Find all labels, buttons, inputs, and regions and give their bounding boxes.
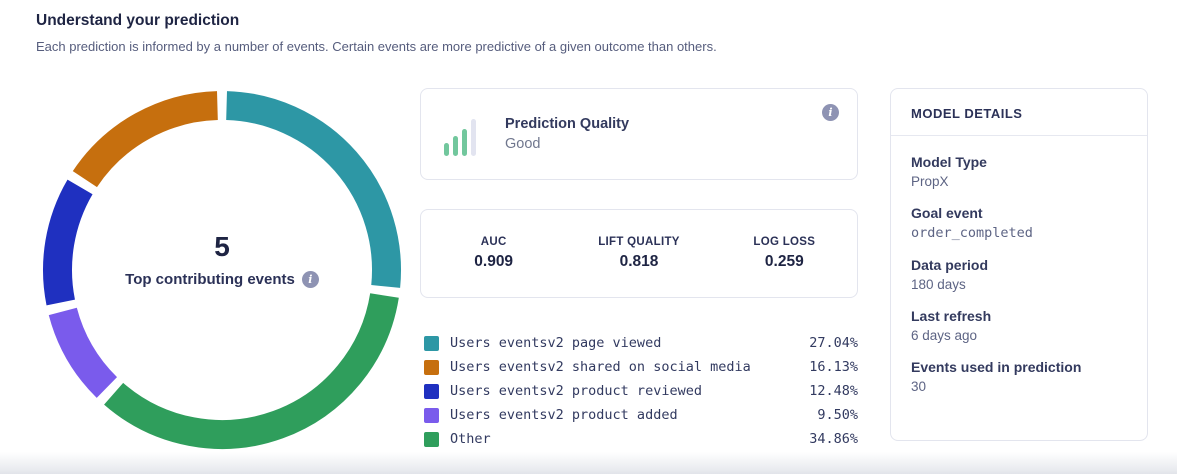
model-details-card: MODEL DETAILS Model Type PropX Goal even… (890, 88, 1148, 441)
metric-auc: AUC 0.909 (421, 236, 566, 271)
donut-segment[interactable] (48, 307, 118, 398)
legend-percent: 34.86% (809, 431, 858, 447)
donut-segment[interactable] (72, 91, 219, 188)
field-label: Data period (911, 257, 989, 273)
donut-segment[interactable] (104, 293, 399, 449)
field-label: Model Type (911, 154, 987, 170)
legend-swatch (424, 383, 439, 399)
legend-label: Users eventsv2 product reviewed (450, 383, 702, 399)
legend-label: Users eventsv2 product added (450, 407, 678, 423)
model-field-data-period: Data period 180 days (911, 257, 1127, 292)
legend-swatch (424, 359, 439, 375)
donut-center-label: 5 Top contributing events i (42, 231, 402, 288)
legend-row: Other 34.86% (420, 427, 858, 451)
prediction-quality-card: Prediction Quality Good i (420, 88, 858, 180)
metric-lift-quality: LIFT QUALITY 0.818 (566, 236, 711, 271)
metric-label: LOG LOSS (753, 236, 816, 248)
prediction-quality-title: Prediction Quality (505, 116, 630, 132)
donut-segment[interactable] (225, 91, 401, 288)
model-metrics-card: AUC 0.909 LIFT QUALITY 0.818 LOG LOSS 0.… (420, 209, 858, 298)
legend-row: Users eventsv2 page viewed 27.04% (420, 331, 858, 355)
field-value: 180 days (911, 277, 966, 292)
quality-bar-1 (444, 143, 449, 156)
quality-bar-3 (462, 129, 467, 156)
legend-swatch (424, 335, 439, 351)
legend-row: Users eventsv2 shared on social media 16… (420, 355, 858, 379)
field-value: 6 days ago (911, 328, 978, 343)
legend-percent: 9.50% (817, 407, 858, 423)
legend-row: Users eventsv2 product reviewed 12.48% (420, 379, 858, 403)
legend-swatch (424, 407, 439, 423)
field-value: PropX (911, 174, 949, 189)
model-field-goal-event: Goal event order_completed (911, 205, 1127, 241)
legend-swatch (424, 431, 439, 447)
field-label: Goal event (911, 205, 983, 221)
donut-legend: Users eventsv2 page viewed 27.04% Users … (420, 331, 858, 451)
legend-label: Other (450, 431, 491, 447)
donut-label: Top contributing events (125, 270, 295, 288)
page-subtitle: Each prediction is informed by a number … (36, 39, 717, 54)
metric-value: 0.818 (619, 253, 659, 270)
quality-bar-4 (471, 119, 476, 156)
model-field-model-type: Model Type PropX (911, 154, 1127, 189)
quality-bars-icon (444, 112, 478, 156)
model-details-header: MODEL DETAILS (891, 89, 1147, 136)
contributing-events-donut-chart[interactable]: 5 Top contributing events i (42, 90, 402, 450)
info-icon[interactable]: i (301, 270, 319, 288)
donut-segment[interactable] (43, 179, 93, 306)
field-value: order_completed (911, 225, 1033, 241)
legend-label: Users eventsv2 shared on social media (450, 359, 751, 375)
prediction-quality-value: Good (505, 136, 541, 152)
metric-label: AUC (480, 236, 507, 248)
legend-row: Users eventsv2 product added 9.50% (420, 403, 858, 427)
metric-value: 0.909 (474, 253, 514, 270)
model-field-last-refresh: Last refresh 6 days ago (911, 308, 1127, 343)
field-label: Last refresh (911, 308, 992, 324)
page-title: Understand your prediction (36, 12, 240, 29)
field-value: 30 (911, 379, 927, 394)
legend-percent: 16.13% (809, 359, 858, 375)
metric-value: 0.259 (764, 253, 804, 270)
donut-chart-svg[interactable] (42, 90, 402, 450)
field-label: Events used in prediction (911, 359, 1082, 375)
legend-label: Users eventsv2 page viewed (450, 335, 662, 351)
metric-log-loss: LOG LOSS 0.259 (712, 236, 857, 271)
legend-percent: 12.48% (809, 383, 858, 399)
info-icon[interactable]: i (822, 104, 839, 121)
quality-bar-2 (453, 136, 458, 156)
legend-percent: 27.04% (809, 335, 858, 351)
model-field-events-used: Events used in prediction 30 (911, 359, 1127, 394)
bottom-fade (0, 452, 1177, 474)
donut-count: 5 (214, 231, 230, 262)
metric-label: LIFT QUALITY (598, 236, 680, 248)
